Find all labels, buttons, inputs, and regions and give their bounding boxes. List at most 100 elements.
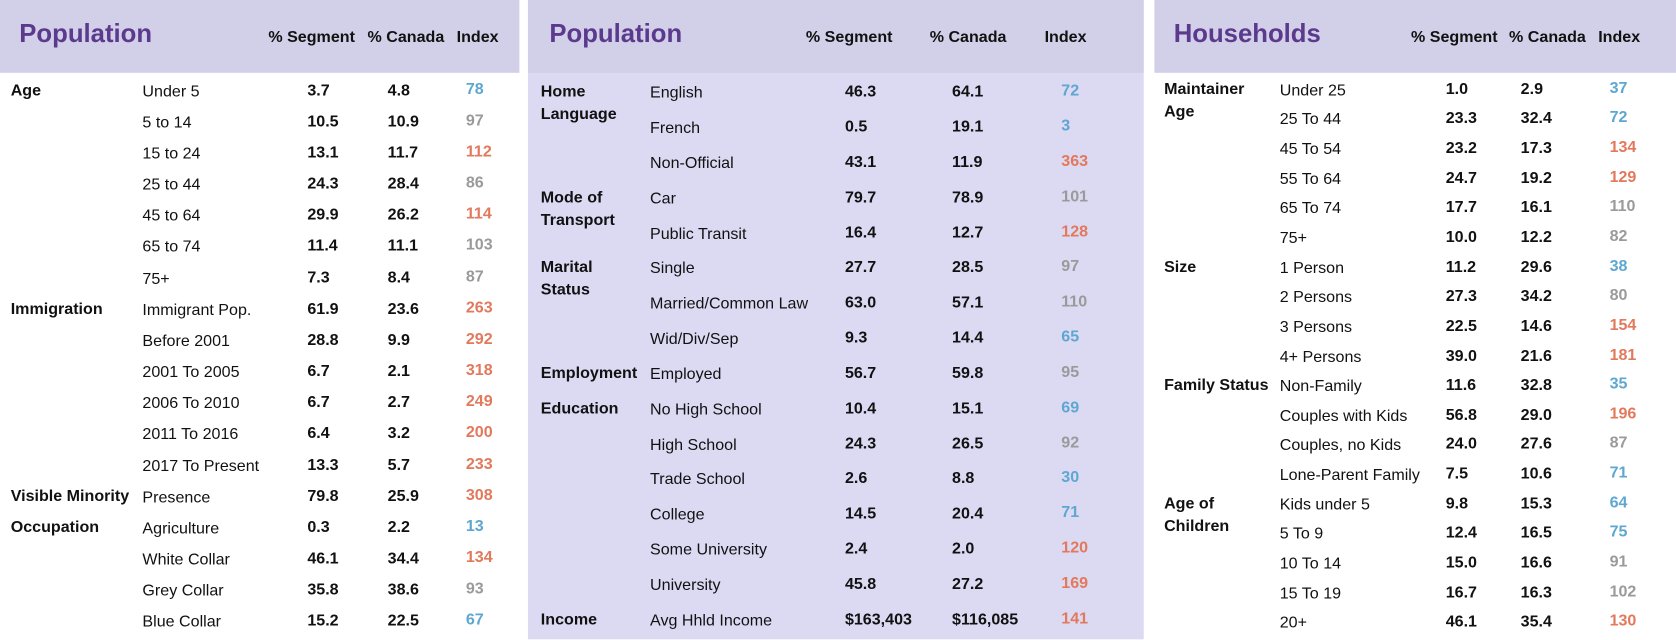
segment-value: 9.8 bbox=[1445, 494, 1469, 513]
segment-value: 6.7 bbox=[307, 393, 330, 412]
column-header: Index bbox=[1598, 27, 1641, 47]
row-label: 5 To 9 bbox=[1279, 525, 1324, 544]
index-value: 134 bbox=[465, 548, 493, 567]
canada-value: 32.4 bbox=[1520, 109, 1552, 128]
group-label: Marital bbox=[540, 258, 593, 277]
row-label: 75+ bbox=[142, 269, 170, 288]
index-value: 65 bbox=[1061, 327, 1080, 347]
index-value: 249 bbox=[465, 392, 493, 411]
index-value: 67 bbox=[465, 610, 484, 630]
panel-header: Population % Segment % Canada Index bbox=[527, 0, 1144, 73]
row-label: French bbox=[650, 119, 701, 138]
index-value: 37 bbox=[1609, 79, 1628, 98]
index-value: 97 bbox=[1061, 257, 1080, 276]
index-value: 103 bbox=[465, 236, 493, 255]
row-label: 65 to 74 bbox=[142, 238, 201, 257]
canada-value: 22.5 bbox=[387, 611, 419, 631]
segment-value: 56.7 bbox=[844, 364, 877, 383]
segment-value: 10.0 bbox=[1445, 228, 1477, 247]
index-value: 95 bbox=[1061, 362, 1080, 382]
segment-value: 10.5 bbox=[307, 112, 339, 131]
row-label: 45 to 64 bbox=[142, 206, 201, 226]
row-label: English bbox=[650, 83, 703, 103]
index-value: 120 bbox=[1061, 538, 1089, 557]
canada-value: 59.8 bbox=[952, 364, 984, 383]
row-label: Some University bbox=[650, 540, 767, 559]
segment-value: 56.8 bbox=[1445, 405, 1477, 424]
index-value: 110 bbox=[1609, 197, 1636, 216]
segment-value: 27.3 bbox=[1445, 287, 1477, 306]
group-label: Size bbox=[1164, 257, 1197, 276]
index-value: 80 bbox=[1609, 286, 1628, 305]
row-label: 2006 To 2010 bbox=[142, 394, 240, 413]
canada-value: 4.8 bbox=[387, 80, 411, 100]
segment-value: 2.4 bbox=[844, 539, 868, 558]
segment-value: 23.3 bbox=[1445, 109, 1477, 128]
segment-value: 15.2 bbox=[307, 611, 339, 631]
canada-value: 15.1 bbox=[952, 399, 984, 418]
index-value: 263 bbox=[465, 298, 493, 317]
index-value: 30 bbox=[1061, 468, 1080, 487]
row-label: No High School bbox=[650, 400, 762, 419]
index-value: 130 bbox=[1609, 611, 1637, 630]
segment-value: 35.8 bbox=[307, 580, 339, 599]
index-value: 72 bbox=[1609, 108, 1628, 127]
group-label: Mode of bbox=[540, 188, 603, 207]
segment-value: 28.8 bbox=[307, 330, 339, 350]
canada-value: 17.3 bbox=[1520, 139, 1552, 158]
segment-value: 39.0 bbox=[1445, 346, 1477, 365]
canada-value: 26.2 bbox=[387, 205, 419, 225]
canada-value: 19.2 bbox=[1520, 168, 1552, 188]
panel-header: Households % Segment % Canada Index bbox=[1154, 0, 1676, 73]
canada-value: 27.6 bbox=[1520, 435, 1552, 454]
segment-value: 29.9 bbox=[307, 205, 339, 225]
index-value: 38 bbox=[1609, 256, 1628, 275]
index-value: 196 bbox=[1609, 404, 1637, 423]
group-label: Language bbox=[540, 105, 617, 124]
canada-value: 19.1 bbox=[952, 118, 984, 137]
segment-value: 46.3 bbox=[844, 82, 877, 102]
index-value: 3 bbox=[1061, 116, 1071, 136]
segment-value: 15.0 bbox=[1445, 553, 1477, 572]
segment-value: 43.1 bbox=[844, 153, 877, 172]
row-label: University bbox=[650, 575, 721, 595]
index-value: 308 bbox=[465, 485, 493, 505]
canada-value: 3.2 bbox=[387, 424, 411, 443]
index-value: 102 bbox=[1609, 582, 1637, 601]
segment-value: 1.0 bbox=[1445, 80, 1469, 99]
canada-value: 38.6 bbox=[387, 580, 419, 599]
canada-value: 2.1 bbox=[387, 362, 411, 381]
row-label: 65 To 74 bbox=[1279, 199, 1342, 218]
row-label: Avg Hhld Income bbox=[650, 611, 773, 630]
row-label: 3 Persons bbox=[1279, 317, 1353, 337]
canada-value: 11.7 bbox=[387, 143, 419, 162]
index-value: 181 bbox=[1609, 345, 1637, 364]
segment-value: 22.5 bbox=[1445, 316, 1477, 336]
index-value: 75 bbox=[1609, 522, 1628, 542]
canada-value: 27.2 bbox=[952, 574, 984, 594]
canada-value: 12.7 bbox=[952, 223, 984, 242]
canada-value: 16.5 bbox=[1520, 523, 1552, 543]
canada-value: 16.1 bbox=[1520, 198, 1552, 217]
canada-value: 21.6 bbox=[1520, 346, 1552, 365]
index-value: 35 bbox=[1609, 374, 1628, 394]
row-label: 15 to 24 bbox=[142, 144, 201, 163]
row-label: Couples with Kids bbox=[1279, 406, 1408, 425]
row-label: Single bbox=[650, 259, 695, 278]
canada-value: 57.1 bbox=[952, 293, 984, 312]
group-label: Visible Minority bbox=[10, 486, 130, 506]
row-label: College bbox=[650, 505, 705, 524]
group-label: Status bbox=[540, 281, 590, 300]
index-value: 101 bbox=[1061, 187, 1089, 206]
row-label: Presence bbox=[142, 488, 211, 507]
index-value: 110 bbox=[1061, 292, 1088, 311]
index-value: 169 bbox=[1061, 573, 1089, 592]
canada-value: 20.4 bbox=[952, 504, 984, 523]
column-header: % Segment bbox=[1410, 27, 1498, 47]
row-label: 2 Persons bbox=[1279, 288, 1353, 307]
panel-header: Population % Segment % Canada Index bbox=[0, 0, 520, 73]
index-value: 69 bbox=[1061, 398, 1080, 417]
segment-value: 45.8 bbox=[844, 574, 877, 594]
segment-value: 10.4 bbox=[844, 399, 877, 418]
segment-value: 23.2 bbox=[1445, 139, 1477, 158]
